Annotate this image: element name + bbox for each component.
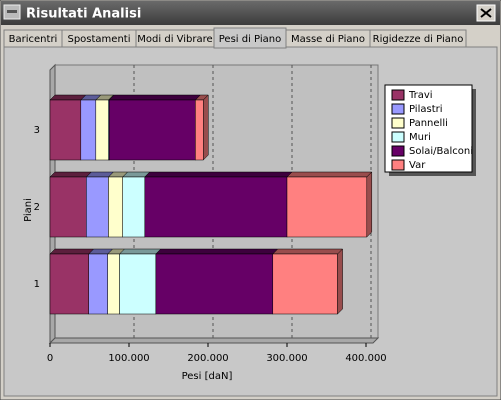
bar-segment — [195, 99, 204, 161]
bar-segment — [49, 176, 87, 238]
legend-swatch — [391, 131, 405, 143]
legend-swatch — [391, 145, 405, 157]
y-tick-label: 2 — [34, 202, 40, 213]
x-axis-label: Pesi [daN] — [182, 371, 233, 382]
bar-side — [337, 248, 343, 315]
tab-label[interactable]: Masse di Piano — [291, 34, 365, 45]
window-icon-glyph — [7, 10, 17, 13]
bar-segment — [109, 99, 196, 161]
tab-label[interactable]: Spostamenti — [67, 34, 130, 45]
bar-segment — [272, 253, 338, 315]
x-tick-label: 0 — [47, 353, 53, 364]
x-tick-label: 300.000 — [266, 353, 307, 364]
tab-label[interactable]: Baricentri — [9, 34, 58, 45]
bar-top — [108, 94, 201, 101]
plot-floor — [48, 337, 380, 344]
bar-top — [49, 171, 92, 178]
legend-swatch — [391, 103, 405, 115]
bar-segment — [122, 176, 146, 238]
bar-top — [272, 248, 344, 255]
bar-segment — [80, 99, 97, 161]
y-axis-label: Piani — [23, 198, 34, 222]
legend-label: Var — [409, 160, 426, 171]
bar-side — [203, 94, 209, 161]
legend-label: Pilastri — [409, 104, 443, 115]
tab-label[interactable]: Rigidezze di Piano — [373, 34, 464, 45]
bar-top — [118, 248, 162, 255]
bar-segment — [286, 176, 368, 238]
title-bar — [1, 1, 500, 25]
bar-side — [366, 171, 373, 238]
bar-segment — [49, 253, 89, 315]
x-tick-label: 200.000 — [187, 353, 228, 364]
bar-top — [49, 248, 95, 255]
bar-top — [144, 171, 293, 178]
x-tick-label: 400.000 — [345, 353, 386, 364]
window-title: Risultati Analisi — [26, 7, 141, 22]
bar-segment — [86, 176, 109, 238]
bar-segment — [108, 176, 123, 238]
bar-segment — [107, 253, 120, 315]
legend-swatch — [391, 159, 405, 171]
bar-top — [49, 94, 87, 101]
bar-top — [286, 171, 373, 178]
y-tick-label: 1 — [34, 279, 40, 290]
legend-swatch — [391, 89, 405, 101]
close-button[interactable] — [476, 4, 496, 22]
tab-label[interactable]: Modi di Vibrare — [137, 34, 212, 45]
legend-label: Solai/Balconi — [409, 146, 473, 157]
bar-segment — [144, 176, 288, 238]
x-tick-label: 100.000 — [108, 353, 149, 364]
bar-segment — [88, 253, 108, 315]
bar-top — [155, 248, 279, 255]
legend-swatch — [391, 117, 405, 129]
legend-label: Pannelli — [409, 118, 448, 129]
bar-segment — [155, 253, 274, 315]
legend-label: Travi — [408, 90, 433, 101]
bar-segment — [95, 99, 109, 161]
bar-segment — [49, 99, 82, 161]
bar-segment — [119, 253, 157, 315]
tab-label[interactable]: Pesi di Piano — [219, 34, 281, 45]
legend-label: Muri — [409, 132, 431, 143]
y-tick-label: 3 — [34, 125, 40, 136]
tab[interactable] — [369, 29, 467, 48]
